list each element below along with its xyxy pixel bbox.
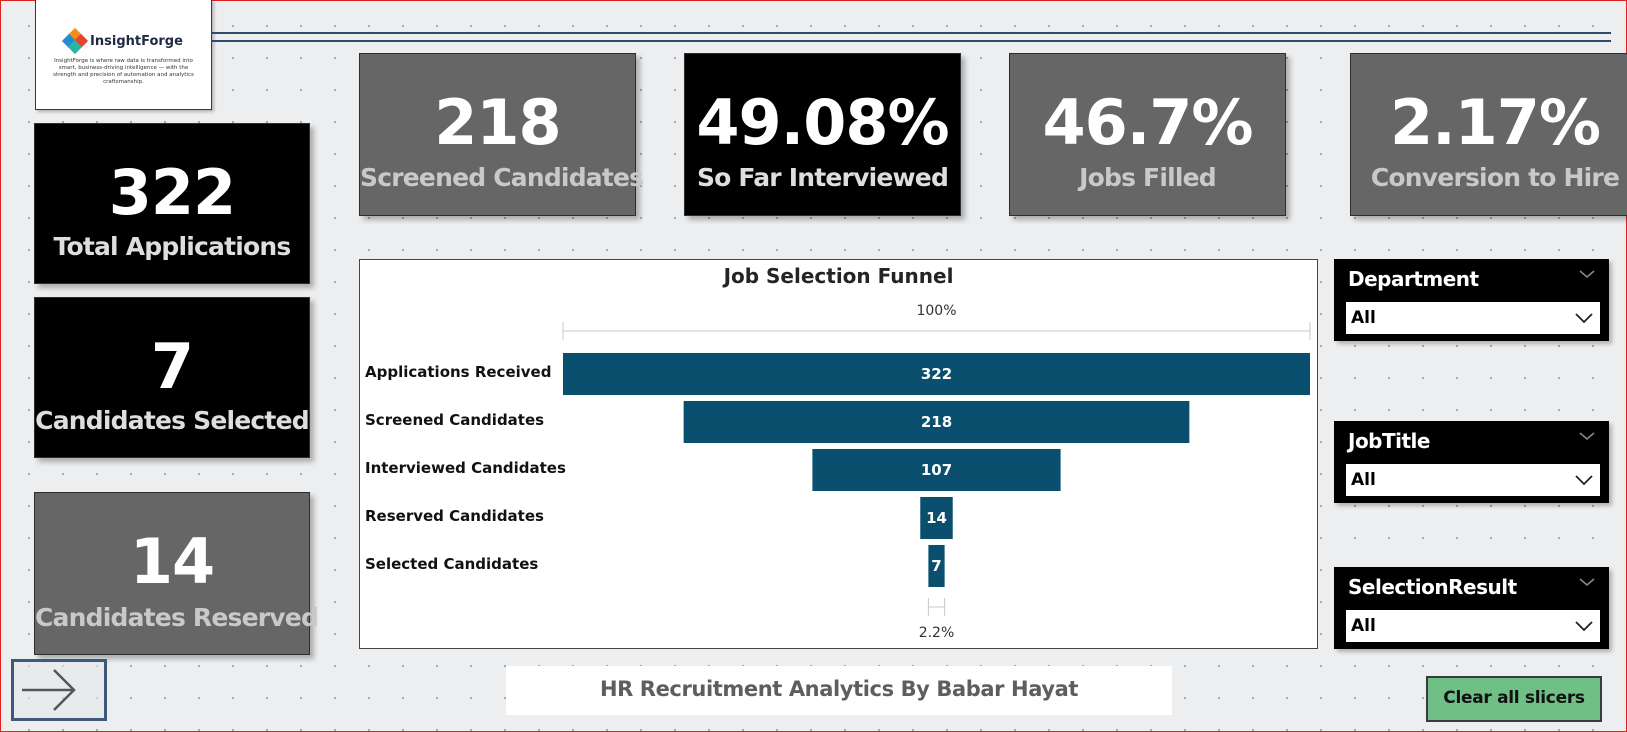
kpi-value: 7 xyxy=(150,330,194,403)
kpi-label: Candidates Selected xyxy=(35,406,309,435)
funnel-chart-svg: 100% 322 Applications Received 218 Screened … xyxy=(365,303,1311,641)
funnel-bar xyxy=(920,497,953,539)
bar-value-label: 7 xyxy=(931,557,941,575)
slicer-title: JobTitle xyxy=(1348,429,1430,453)
kpi-so-far-interviewed: 49.08% So Far Interviewed xyxy=(684,53,961,216)
kpi-label: Jobs Filled xyxy=(1079,163,1217,192)
kpi-screened-candidates: 218 Screened Candidates xyxy=(359,53,644,216)
slicer-job-title: JobTitle All xyxy=(1334,421,1609,503)
kpi-label: Conversion to Hire xyxy=(1370,163,1620,192)
kpi-label: Candidates Reserved xyxy=(35,603,319,632)
kpi-value: 218 xyxy=(434,86,561,159)
header-divider xyxy=(211,32,1611,42)
kpi-conversion-to-hire: 2.17% Conversion to Hire xyxy=(1350,53,1627,216)
top-percent-label: 100% xyxy=(916,303,956,319)
category-label: Interviewed Candidates xyxy=(365,459,566,477)
insightforge-logo-icon xyxy=(61,27,89,55)
chevron-down-icon xyxy=(1575,313,1593,324)
kpi-value: 46.7% xyxy=(1042,86,1253,159)
kpi-value: 2.17% xyxy=(1389,86,1601,159)
bar-value-label: 322 xyxy=(921,365,952,383)
kpi-value: 14 xyxy=(129,525,215,598)
slicer-title: Department xyxy=(1348,267,1479,291)
slicer-selection-result: SelectionResult All xyxy=(1334,567,1609,649)
kpi-value: 49.08% xyxy=(696,86,949,159)
kpi-label: Total Applications xyxy=(53,232,292,261)
department-dropdown[interactable]: All xyxy=(1346,302,1600,334)
category-label: Applications Received xyxy=(365,363,551,381)
chevron-down-icon xyxy=(1575,621,1593,632)
logo-card: InsightForge InsightForge is where raw d… xyxy=(35,0,212,110)
logo-name: InsightForge xyxy=(90,33,183,49)
chart-title: Job Selection Funnel xyxy=(723,264,954,288)
kpi-total-applications: 322 Total Applications xyxy=(34,123,310,284)
funnel-bar xyxy=(812,449,1061,491)
category-label: Screened Candidates xyxy=(365,411,544,429)
footer-text: HR Recruitment Analytics By Babar Hayat xyxy=(599,677,1079,701)
bar-value-label: 14 xyxy=(926,509,947,527)
slicer-department: Department All xyxy=(1334,259,1609,341)
dropdown-value: All xyxy=(1351,470,1376,490)
kpi-candidates-reserved: 14 Candidates Reserved xyxy=(34,492,319,655)
slicer-title: SelectionResult xyxy=(1348,575,1517,599)
selection-result-dropdown[interactable]: All xyxy=(1346,610,1600,642)
chevron-down-icon[interactable] xyxy=(1579,269,1595,279)
chevron-down-icon xyxy=(1575,475,1593,486)
job-title-dropdown[interactable]: All xyxy=(1346,464,1600,496)
kpi-jobs-filled: 46.7% Jobs Filled xyxy=(1009,53,1286,216)
nav-button[interactable] xyxy=(11,659,107,721)
dropdown-value: All xyxy=(1351,308,1376,328)
kpi-label: Screened Candidates xyxy=(360,163,644,192)
arrow-right-icon xyxy=(22,669,76,711)
funnel-bar xyxy=(928,545,945,587)
bar-value-label: 107 xyxy=(921,461,952,479)
bar-value-label: 218 xyxy=(921,413,952,431)
category-label: Reserved Candidates xyxy=(365,507,544,525)
bottom-percent-label: 2.2% xyxy=(919,625,955,641)
logo-tagline: InsightForge is where raw data is transf… xyxy=(53,58,194,85)
chevron-down-icon[interactable] xyxy=(1579,577,1595,587)
category-label: Selected Candidates xyxy=(365,555,538,573)
funnel-bar xyxy=(683,401,1190,443)
clear-all-slicers-button[interactable]: Clear all slicers xyxy=(1426,676,1602,722)
dropdown-value: All xyxy=(1351,616,1376,636)
kpi-candidates-selected: 7 Candidates Selected xyxy=(34,297,310,458)
kpi-label: So Far Interviewed xyxy=(696,163,949,192)
chevron-down-icon[interactable] xyxy=(1579,431,1595,441)
kpi-value: 322 xyxy=(108,156,236,229)
report-footer: HR Recruitment Analytics By Babar Hayat xyxy=(506,666,1172,715)
funnel-bar xyxy=(563,353,1310,395)
funnel-chart: Job Selection Funnel 100% 322 Applications… xyxy=(359,259,1318,649)
button-label: Clear all slicers xyxy=(1443,688,1585,708)
